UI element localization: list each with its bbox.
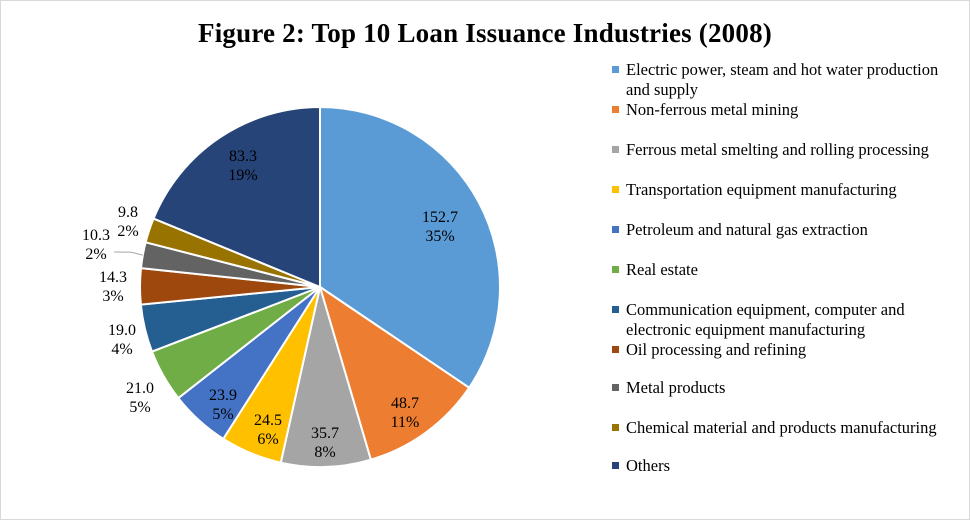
slice-value: 21.0 xyxy=(126,380,154,397)
slice-value: 9.8 xyxy=(118,204,138,221)
legend-item-oil-processing-and-refining: Oil processing and refining xyxy=(612,340,952,360)
legend-label: Transportation equipment manufacturing xyxy=(626,180,897,199)
slice-data-label: 24.5 6% xyxy=(254,412,282,448)
legend-swatch xyxy=(612,226,619,233)
slice-value: 10.3 xyxy=(82,227,110,244)
slice-percent: 2% xyxy=(117,223,138,240)
legend-item-chemical-material-and-products-manufacturing: Chemical material and products manufactu… xyxy=(612,418,952,438)
pie-slice-ferrous-metal-smelting-and-rolling-processing xyxy=(279,283,373,468)
legend-label: Electric power, steam and hot water prod… xyxy=(626,60,939,99)
slice-value: 152.7 xyxy=(422,209,458,226)
slice-percent: 4% xyxy=(111,341,132,358)
slice-data-label: 10.3 2% xyxy=(82,227,110,263)
slice-percent: 8% xyxy=(314,444,335,461)
slice-value: 23.9 xyxy=(209,387,237,404)
legend-swatch xyxy=(612,146,619,153)
slice-data-label: 48.7 11% xyxy=(391,395,420,431)
pie-slice-electric-power-steam-and-hot-water-production-and-supply xyxy=(319,105,501,390)
slice-percent: 19% xyxy=(228,167,257,184)
slice-value: 24.5 xyxy=(254,412,282,429)
chart-title: Figure 2: Top 10 Loan Issuance Industrie… xyxy=(198,18,772,48)
slice-value: 19.0 xyxy=(108,322,136,339)
legend-label: Non-ferrous metal mining xyxy=(626,100,799,119)
slice-data-label: 35.7 8% xyxy=(311,425,339,461)
slice-percent: 5% xyxy=(129,399,150,416)
legend-swatch xyxy=(612,186,619,193)
slice-value: 35.7 xyxy=(311,425,339,442)
slice-percent: 3% xyxy=(102,288,123,305)
slice-data-label: 152.7 35% xyxy=(422,209,458,245)
legend-label: Communication equipment, computer and el… xyxy=(626,300,905,339)
slice-percent: 2% xyxy=(85,246,106,263)
slice-percent: 11% xyxy=(391,414,420,431)
legend-item-others: Others xyxy=(612,456,952,476)
slice-data-label: 83.3 19% xyxy=(228,148,257,184)
legend-item-ferrous-metal-smelting-and-rolling-processing: Ferrous metal smelting and rolling proce… xyxy=(612,140,952,160)
legend-item-communication-equipment-computer-and-electronic-equipment-manufacturing: Communication equipment, computer and el… xyxy=(612,300,952,340)
legend-label: Petroleum and natural gas extraction xyxy=(626,220,868,239)
legend-item-petroleum-and-natural-gas-extraction: Petroleum and natural gas extraction xyxy=(612,220,952,240)
pie-slice-non-ferrous-metal-mining xyxy=(318,284,471,461)
slice-percent: 35% xyxy=(425,228,454,245)
legend-label: Oil processing and refining xyxy=(626,340,807,359)
slice-percent: 6% xyxy=(257,431,278,448)
slice-data-label: 23.9 5% xyxy=(209,387,237,423)
legend-item-electric-power-steam-and-hot-water-production-and-supply: Electric power, steam and hot water prod… xyxy=(612,60,952,100)
legend-swatch xyxy=(612,384,619,391)
slice-data-label: 9.8 2% xyxy=(117,204,138,240)
slice-value: 48.7 xyxy=(391,395,419,412)
leader-line xyxy=(113,251,143,256)
legend-swatch xyxy=(612,106,619,113)
slice-data-label: 14.3 3% xyxy=(99,269,127,305)
slice-data-label: 19.0 4% xyxy=(108,322,136,358)
legend-label: Metal products xyxy=(626,378,726,397)
legend-label: Ferrous metal smelting and rolling proce… xyxy=(626,140,929,159)
legend-swatch xyxy=(612,66,619,73)
slice-value: 83.3 xyxy=(229,148,257,165)
legend-swatch xyxy=(612,462,619,469)
legend-swatch xyxy=(612,346,619,353)
legend-item-transportation-equipment-manufacturing: Transportation equipment manufacturing xyxy=(612,180,952,200)
pie-slice-others xyxy=(152,105,321,289)
legend-swatch xyxy=(612,424,619,431)
slice-value: 14.3 xyxy=(99,269,127,286)
legend-item-metal-products: Metal products xyxy=(612,378,952,398)
legend-label: Others xyxy=(626,456,670,475)
legend-swatch xyxy=(612,306,619,313)
legend-swatch xyxy=(612,266,619,273)
legend-label: Real estate xyxy=(626,260,698,279)
legend-item-non-ferrous-metal-mining: Non-ferrous metal mining xyxy=(612,100,952,120)
legend-label: Chemical material and products manufactu… xyxy=(626,418,937,437)
slice-percent: 5% xyxy=(212,406,233,423)
slice-data-label: 21.0 5% xyxy=(126,380,154,416)
legend-item-real-estate: Real estate xyxy=(612,260,952,280)
